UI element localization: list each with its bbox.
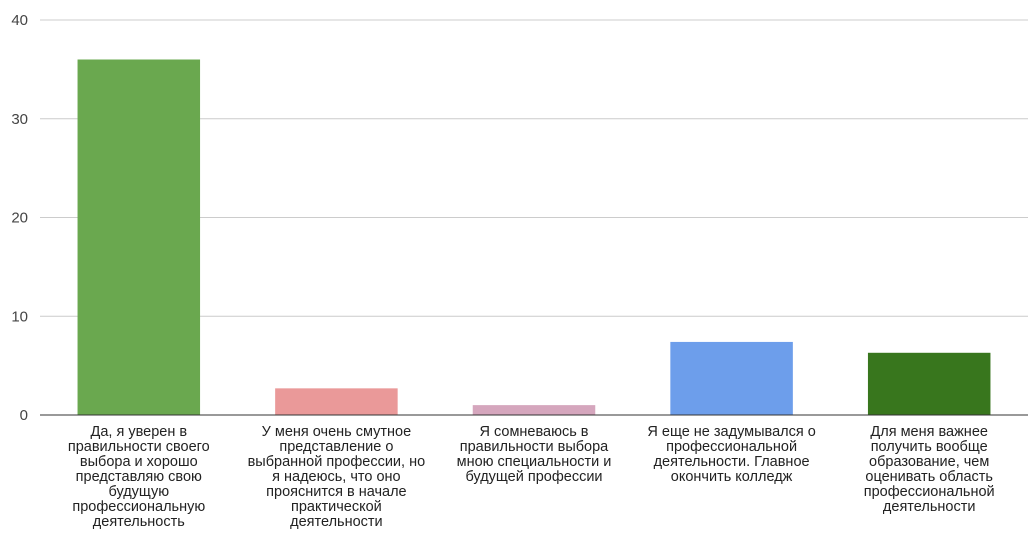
y-axis-ticks: 0 10 20 30 40 bbox=[11, 12, 28, 424]
y-tick-label: 10 bbox=[11, 308, 28, 325]
y-tick-label: 30 bbox=[11, 111, 28, 128]
category-label: Для меня важнее получить вообще образова… bbox=[840, 425, 1018, 515]
bar bbox=[868, 353, 991, 415]
y-tick-label: 40 bbox=[11, 12, 28, 29]
bar bbox=[670, 342, 793, 415]
category-label: Да, я уверен в правильности своего выбор… bbox=[50, 425, 228, 530]
category-label: Я сомневаюсь в правильности выбора мною … bbox=[445, 425, 623, 485]
bar bbox=[275, 388, 398, 415]
y-tick-label: 20 bbox=[11, 210, 28, 227]
category-label: Я еще не задумывался о профессиональной … bbox=[643, 425, 821, 485]
bar bbox=[78, 60, 201, 416]
category-label: У меня очень смутное представление о выб… bbox=[247, 425, 425, 530]
y-tick-label: 0 bbox=[20, 407, 28, 424]
bar bbox=[473, 405, 596, 415]
bars bbox=[78, 60, 991, 416]
